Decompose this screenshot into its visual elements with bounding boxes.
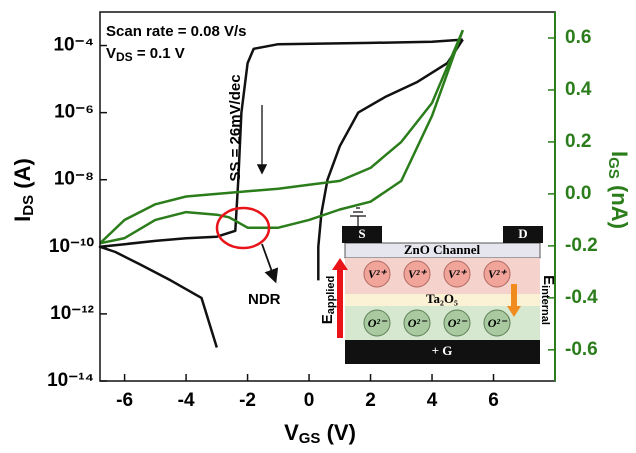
y2-tick-label: -0.6 xyxy=(565,339,598,360)
label: D xyxy=(518,226,527,241)
label: ZnO Channel xyxy=(404,242,481,257)
y-tick-label: 10⁻¹⁰ xyxy=(49,236,94,257)
annotation: VDS = 0.1 V xyxy=(106,45,185,64)
label: + G xyxy=(432,343,453,358)
label: Eapplied xyxy=(319,276,337,325)
inset: S D ZnO Channel Ta₂O₅ + G Eapplied Einte… xyxy=(319,208,557,364)
y-axis-label: IDS (A) xyxy=(10,158,37,222)
y2-tick-label: -0.2 xyxy=(565,235,598,256)
x-tick-label: -6 xyxy=(116,390,133,411)
ground-symbol xyxy=(350,208,366,226)
ion-label: O²⁻ xyxy=(408,316,428,330)
x-tick-label: 6 xyxy=(488,390,499,411)
y-tick-label: 10⁻⁴ xyxy=(53,35,94,56)
ion-label: V²⁺ xyxy=(408,267,428,281)
ion-label: V²⁺ xyxy=(448,267,468,281)
ion-label: V²⁺ xyxy=(368,267,388,281)
y2-tick-label: 0.6 xyxy=(565,27,591,48)
y2-tick-label: -0.4 xyxy=(565,287,598,308)
series-line xyxy=(100,30,463,243)
y2-axis-label: IGS (nA) xyxy=(605,151,632,229)
y2-tick-label: 0.0 xyxy=(565,183,591,204)
chart: VGS (V) IDS (A) IGS (nA) Scan rate = 0.0… xyxy=(0,0,636,448)
y-tick-label: 10⁻⁶ xyxy=(54,102,94,123)
x-tick-label: -4 xyxy=(178,390,195,411)
series-line xyxy=(100,30,463,243)
x-tick-label: 0 xyxy=(304,390,315,411)
arrow xyxy=(262,244,275,280)
y-tick-label: 10⁻¹⁴ xyxy=(47,370,94,391)
label: S xyxy=(358,226,365,241)
x-tick-label: -2 xyxy=(239,390,256,411)
y2-tick-label: 0.4 xyxy=(565,79,592,100)
annotation: Scan rate = 0.08 V/s xyxy=(106,23,247,40)
x-axis-label: VGS (V) xyxy=(284,420,356,447)
y-tick-label: 10⁻⁸ xyxy=(54,169,94,190)
ion-label: V²⁺ xyxy=(488,267,508,281)
x-tick-label: 4 xyxy=(427,390,438,411)
y-tick-label: 10⁻¹² xyxy=(50,303,94,324)
annotation: SS = 26mV/dec xyxy=(227,74,244,181)
ion-label: O²⁻ xyxy=(368,316,388,330)
y2-tick-label: 0.2 xyxy=(565,131,591,152)
x-tick-label: 2 xyxy=(365,390,376,411)
label: Ta₂O₅ xyxy=(426,291,458,306)
ion-label: O²⁻ xyxy=(448,316,468,330)
ion-label: O²⁻ xyxy=(488,316,508,330)
annotation: NDR xyxy=(248,291,281,308)
